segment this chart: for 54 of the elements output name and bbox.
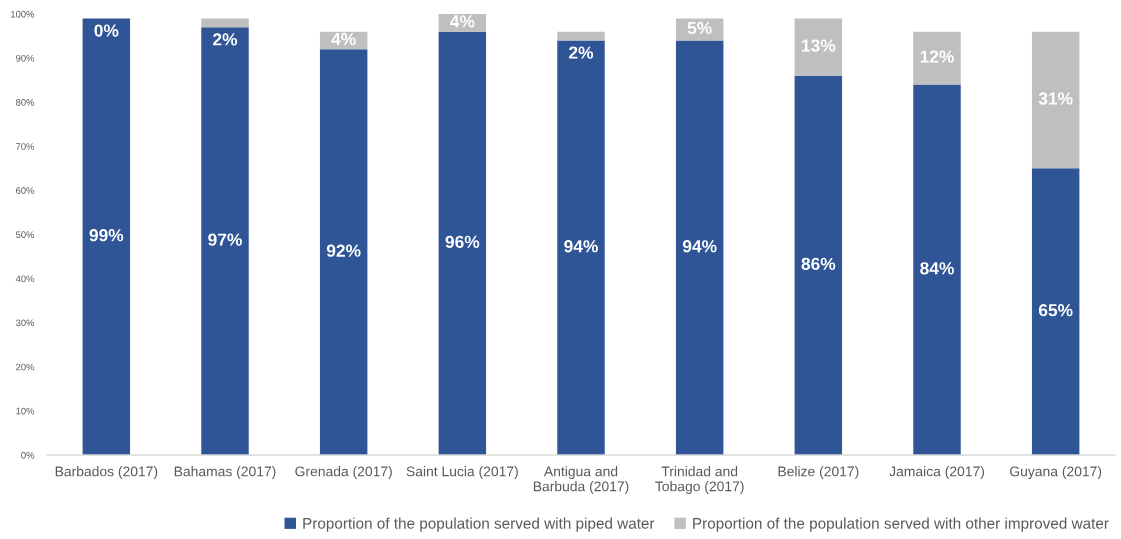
data-label: 94% bbox=[564, 240, 598, 253]
x-tick-label: Bahamas (2017) bbox=[174, 466, 276, 480]
bar bbox=[913, 31, 961, 85]
data-label: 13% bbox=[802, 39, 836, 52]
data-label: 65% bbox=[1038, 304, 1073, 317]
bar bbox=[1031, 31, 1080, 169]
data-label: 84% bbox=[920, 262, 954, 275]
legend-label: Proportion of the population served with other improved water bbox=[693, 517, 1109, 532]
data-label: 31% bbox=[1038, 92, 1073, 105]
bar bbox=[557, 40, 605, 455]
x-tick-label: Saint Lucia (2017) bbox=[406, 466, 518, 480]
data-label: 2% bbox=[569, 46, 594, 59]
bar bbox=[201, 27, 249, 455]
data-label: 92% bbox=[326, 244, 361, 257]
data-label: 97% bbox=[208, 233, 242, 246]
y-tick-label: 0% bbox=[21, 451, 35, 459]
legend-label: Proportion of the population served with piped water bbox=[303, 517, 655, 532]
x-tick-label: Barbados (2017) bbox=[55, 466, 158, 480]
data-label: 96% bbox=[445, 235, 480, 248]
data-label: 12% bbox=[920, 50, 954, 63]
data-label: 5% bbox=[687, 21, 712, 35]
bar bbox=[82, 18, 131, 455]
bar bbox=[201, 18, 249, 28]
y-tick-label: 100% bbox=[11, 10, 35, 18]
x-tick-label: Grenada (2017) bbox=[295, 466, 392, 480]
y-tick-label: 90% bbox=[16, 54, 35, 62]
x-tick-label: Trinidad and Tobago (2017) bbox=[655, 466, 744, 495]
data-label: 99% bbox=[89, 229, 124, 242]
data-label: 2% bbox=[213, 33, 238, 46]
x-tick-label: Antigua and Barbuda (2017) bbox=[533, 466, 629, 495]
bar bbox=[557, 31, 605, 41]
bar bbox=[913, 84, 961, 455]
data-label: 86% bbox=[801, 257, 836, 271]
x-tick-label: Belize (2017) bbox=[778, 466, 859, 480]
bar bbox=[794, 18, 843, 76]
data-label: 4% bbox=[331, 32, 356, 46]
data-label: 94% bbox=[682, 240, 717, 253]
y-tick-label: 50% bbox=[15, 231, 35, 239]
data-label: 0% bbox=[94, 24, 119, 37]
x-tick-label: Guyana (2017) bbox=[1010, 466, 1102, 480]
y-tick-label: 60% bbox=[16, 187, 35, 194]
y-tick-label: 10% bbox=[16, 407, 35, 415]
data-label: 4% bbox=[450, 15, 475, 28]
y-tick-label: 70% bbox=[16, 143, 35, 150]
bar bbox=[1031, 168, 1080, 455]
bar bbox=[794, 75, 843, 455]
y-tick-label: 20% bbox=[16, 363, 35, 371]
bar bbox=[319, 49, 368, 455]
bar bbox=[438, 31, 487, 455]
y-tick-label: 40% bbox=[15, 275, 35, 283]
y-tick-label: 80% bbox=[16, 99, 35, 106]
x-tick-label: Jamaica (2017) bbox=[889, 466, 984, 480]
y-tick-label: 30% bbox=[15, 319, 35, 327]
bar bbox=[675, 40, 724, 455]
